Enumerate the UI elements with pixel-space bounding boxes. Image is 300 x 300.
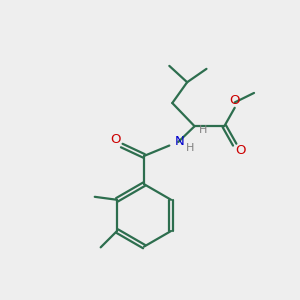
Text: H: H [186,143,194,153]
Text: O: O [110,133,121,146]
Text: H: H [199,125,207,135]
Text: O: O [230,94,240,107]
Text: O: O [235,143,245,157]
Text: N: N [175,136,184,148]
